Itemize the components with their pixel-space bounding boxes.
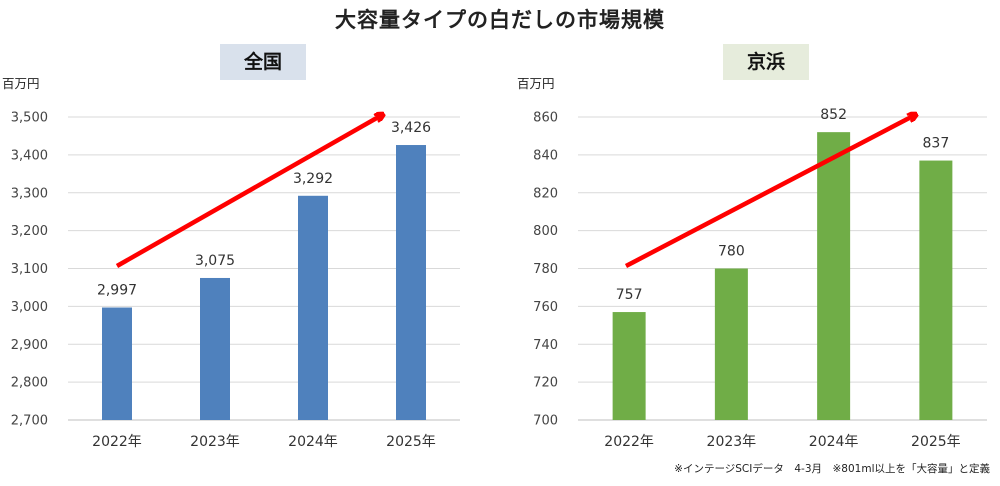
keihin-data-label: 852 (820, 107, 847, 123)
keihin-chart: 百万円 700 720 740 760 780 800 820 840 860 757 2022年 78… (517, 76, 987, 450)
nationwide-data-label: 3,075 (195, 253, 235, 269)
keihin-y-tick-label: 760 (533, 300, 558, 315)
nationwide-y-tick-label: 3,000 (11, 300, 48, 315)
nationwide-category-label: 2022年 (92, 434, 142, 450)
keihin-y-tick-label: 860 (533, 111, 558, 126)
keihin-category-label: 2022年 (604, 434, 654, 450)
keihin-bar-2023年 (714, 268, 748, 420)
nationwide-y-tick-label: 2,700 (11, 414, 48, 429)
keihin-data-label: 837 (923, 136, 950, 152)
nationwide-y-tick-label: 3,500 (11, 111, 48, 126)
keihin-y-tick-label: 700 (533, 414, 558, 429)
nationwide-bar-2023年 (200, 277, 230, 420)
nationwide-category-label: 2024年 (288, 434, 338, 450)
nationwide-y-tick-label: 2,800 (11, 376, 48, 391)
keihin-category-label: 2025年 (911, 434, 961, 450)
nationwide-y-tick-label: 3,400 (11, 148, 48, 163)
keihin-bar-2024年 (817, 132, 851, 420)
nationwide-category-label: 2025年 (386, 434, 436, 450)
keihin-y-tick-label: 800 (533, 224, 558, 239)
keihin-y-tick-label: 740 (533, 338, 558, 353)
nationwide-data-label: 3,426 (391, 120, 431, 136)
nationwide-y-tick-label: 3,200 (11, 224, 48, 239)
keihin-unit-label: 百万円 (517, 76, 555, 91)
panel-label-nationwide: 全国 (220, 44, 306, 80)
keihin-y-tick-label: 840 (533, 148, 558, 163)
keihin-y-tick-label: 820 (533, 186, 558, 201)
nationwide-bar-2024年 (298, 195, 328, 420)
panel-label-keihin: 京浜 (723, 44, 809, 80)
nationwide-y-tick-label: 3,300 (11, 186, 48, 201)
keihin-y-tick-label: 780 (533, 262, 558, 277)
keihin-bar-2025年 (919, 160, 953, 420)
nationwide-data-label: 3,292 (293, 171, 333, 187)
footnote: ※インテージSCIデータ 4-3月 ※801ml以上を「大容量」と定義 (674, 463, 990, 475)
nationwide-unit-label: 百万円 (2, 76, 40, 91)
keihin-trend-arrow (624, 115, 915, 268)
keihin-y-tick-label: 720 (533, 376, 558, 391)
chart-title: 大容量タイプの白だしの市場規模 (335, 8, 665, 32)
nationwide-trend-arrow (115, 115, 382, 268)
nationwide-y-tick-label: 2,900 (11, 338, 48, 353)
nationwide-y-tick-label: 3,100 (11, 262, 48, 277)
keihin-data-label: 757 (616, 287, 643, 303)
keihin-category-label: 2023年 (707, 434, 757, 450)
nationwide-data-label: 2,997 (97, 283, 137, 299)
keihin-data-label: 780 (718, 244, 745, 260)
keihin-bar-2022年 (612, 312, 646, 420)
keihin-category-label: 2024年 (809, 434, 859, 450)
nationwide-bar-2025年 (396, 145, 426, 420)
nationwide-category-label: 2023年 (190, 434, 240, 450)
nationwide-bar-2022年 (102, 307, 132, 420)
nationwide-chart: 百万円 2,700 2,800 2,900 3,000 3,100 3,200 3,300 3,… (2, 76, 460, 450)
